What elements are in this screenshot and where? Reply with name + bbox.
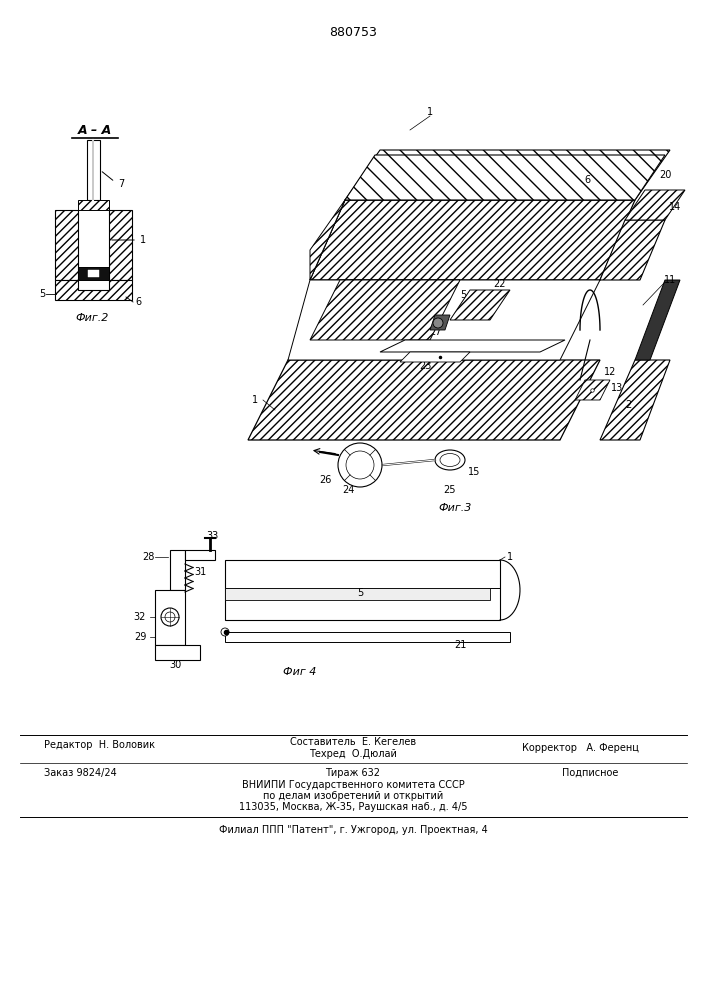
Text: 1: 1 bbox=[427, 107, 433, 117]
Polygon shape bbox=[225, 588, 490, 600]
Text: Редактор  Н. Воловик: Редактор Н. Воловик bbox=[45, 740, 156, 750]
Text: 5: 5 bbox=[460, 290, 466, 300]
Text: 28: 28 bbox=[142, 552, 154, 562]
Text: 5: 5 bbox=[357, 588, 363, 598]
Polygon shape bbox=[55, 210, 78, 280]
Text: 113035, Москва, Ж-35, Раушская наб., д. 4/5: 113035, Москва, Ж-35, Раушская наб., д. … bbox=[239, 802, 467, 812]
Text: Филиал ППП "Патент", г. Ужгород, ул. Проектная, 4: Филиал ППП "Патент", г. Ужгород, ул. Про… bbox=[218, 825, 487, 835]
Text: 7: 7 bbox=[118, 179, 124, 189]
Text: Составитель  Е. Кегелев: Составитель Е. Кегелев bbox=[290, 737, 416, 747]
Text: 2: 2 bbox=[625, 400, 631, 410]
Text: 880753: 880753 bbox=[329, 25, 377, 38]
Polygon shape bbox=[380, 340, 565, 352]
Circle shape bbox=[433, 318, 443, 328]
Polygon shape bbox=[635, 280, 680, 360]
Circle shape bbox=[161, 608, 179, 626]
Text: 24: 24 bbox=[341, 485, 354, 495]
Polygon shape bbox=[310, 200, 635, 280]
Text: ВНИИПИ Государственного комитета СССР: ВНИИПИ Государственного комитета СССР bbox=[242, 780, 464, 790]
Text: 12: 12 bbox=[604, 367, 617, 377]
Text: 33: 33 bbox=[206, 531, 218, 541]
Text: 14: 14 bbox=[669, 202, 681, 212]
Polygon shape bbox=[78, 200, 109, 210]
Text: Подписное: Подписное bbox=[562, 768, 618, 778]
Text: 21: 21 bbox=[454, 640, 466, 650]
Text: 29: 29 bbox=[134, 632, 146, 642]
Text: по делам изобретений и открытий: по делам изобретений и открытий bbox=[263, 791, 443, 801]
Ellipse shape bbox=[440, 454, 460, 466]
Polygon shape bbox=[155, 645, 200, 660]
Polygon shape bbox=[625, 190, 685, 220]
Text: Заказ 9824/24: Заказ 9824/24 bbox=[44, 768, 117, 778]
Polygon shape bbox=[225, 632, 510, 642]
Text: 1: 1 bbox=[140, 235, 146, 245]
Text: Фиг.3: Фиг.3 bbox=[438, 503, 472, 513]
Text: 31: 31 bbox=[194, 567, 206, 577]
Polygon shape bbox=[88, 270, 99, 277]
Text: 21: 21 bbox=[423, 343, 436, 353]
Text: 32: 32 bbox=[134, 612, 146, 622]
Text: А – А: А – А bbox=[78, 123, 112, 136]
Text: 1: 1 bbox=[252, 395, 258, 405]
Polygon shape bbox=[155, 590, 185, 645]
Polygon shape bbox=[600, 220, 665, 280]
Text: Корректор   А. Ференц: Корректор А. Ференц bbox=[522, 743, 638, 753]
Polygon shape bbox=[78, 267, 109, 280]
Circle shape bbox=[165, 612, 175, 622]
Circle shape bbox=[221, 628, 229, 636]
Text: 6: 6 bbox=[135, 297, 141, 307]
Polygon shape bbox=[55, 280, 132, 300]
Text: 1: 1 bbox=[507, 552, 513, 562]
Text: 26: 26 bbox=[319, 475, 331, 485]
Polygon shape bbox=[400, 352, 470, 362]
Text: 5: 5 bbox=[39, 289, 45, 299]
Polygon shape bbox=[170, 550, 185, 590]
Text: 11: 11 bbox=[664, 275, 676, 285]
Text: 30: 30 bbox=[169, 660, 181, 670]
Text: Тираж 632: Тираж 632 bbox=[325, 768, 380, 778]
Polygon shape bbox=[345, 150, 670, 200]
Polygon shape bbox=[288, 280, 600, 360]
Text: 25: 25 bbox=[444, 485, 456, 495]
Text: 6: 6 bbox=[584, 175, 590, 185]
Polygon shape bbox=[185, 550, 215, 560]
Text: 15: 15 bbox=[468, 467, 480, 477]
Polygon shape bbox=[109, 210, 132, 280]
Polygon shape bbox=[430, 315, 450, 330]
Ellipse shape bbox=[435, 450, 465, 470]
Polygon shape bbox=[450, 290, 510, 320]
Circle shape bbox=[346, 451, 374, 479]
Polygon shape bbox=[345, 155, 665, 200]
Text: 22: 22 bbox=[493, 279, 506, 289]
Text: Фиг 4: Фиг 4 bbox=[284, 667, 317, 677]
Polygon shape bbox=[600, 360, 670, 440]
Text: 20: 20 bbox=[659, 170, 671, 180]
Text: Техред  О.Дюлай: Техред О.Дюлай bbox=[309, 749, 397, 759]
Polygon shape bbox=[310, 200, 345, 280]
Text: 23: 23 bbox=[419, 361, 431, 371]
Polygon shape bbox=[87, 140, 100, 200]
Polygon shape bbox=[310, 200, 345, 280]
Text: 13: 13 bbox=[611, 383, 623, 393]
Polygon shape bbox=[575, 380, 610, 400]
Circle shape bbox=[338, 443, 382, 487]
Polygon shape bbox=[225, 560, 500, 620]
Polygon shape bbox=[310, 280, 460, 340]
Text: 27: 27 bbox=[430, 327, 443, 337]
Polygon shape bbox=[248, 360, 600, 440]
Text: Фиг.2: Фиг.2 bbox=[76, 313, 109, 323]
